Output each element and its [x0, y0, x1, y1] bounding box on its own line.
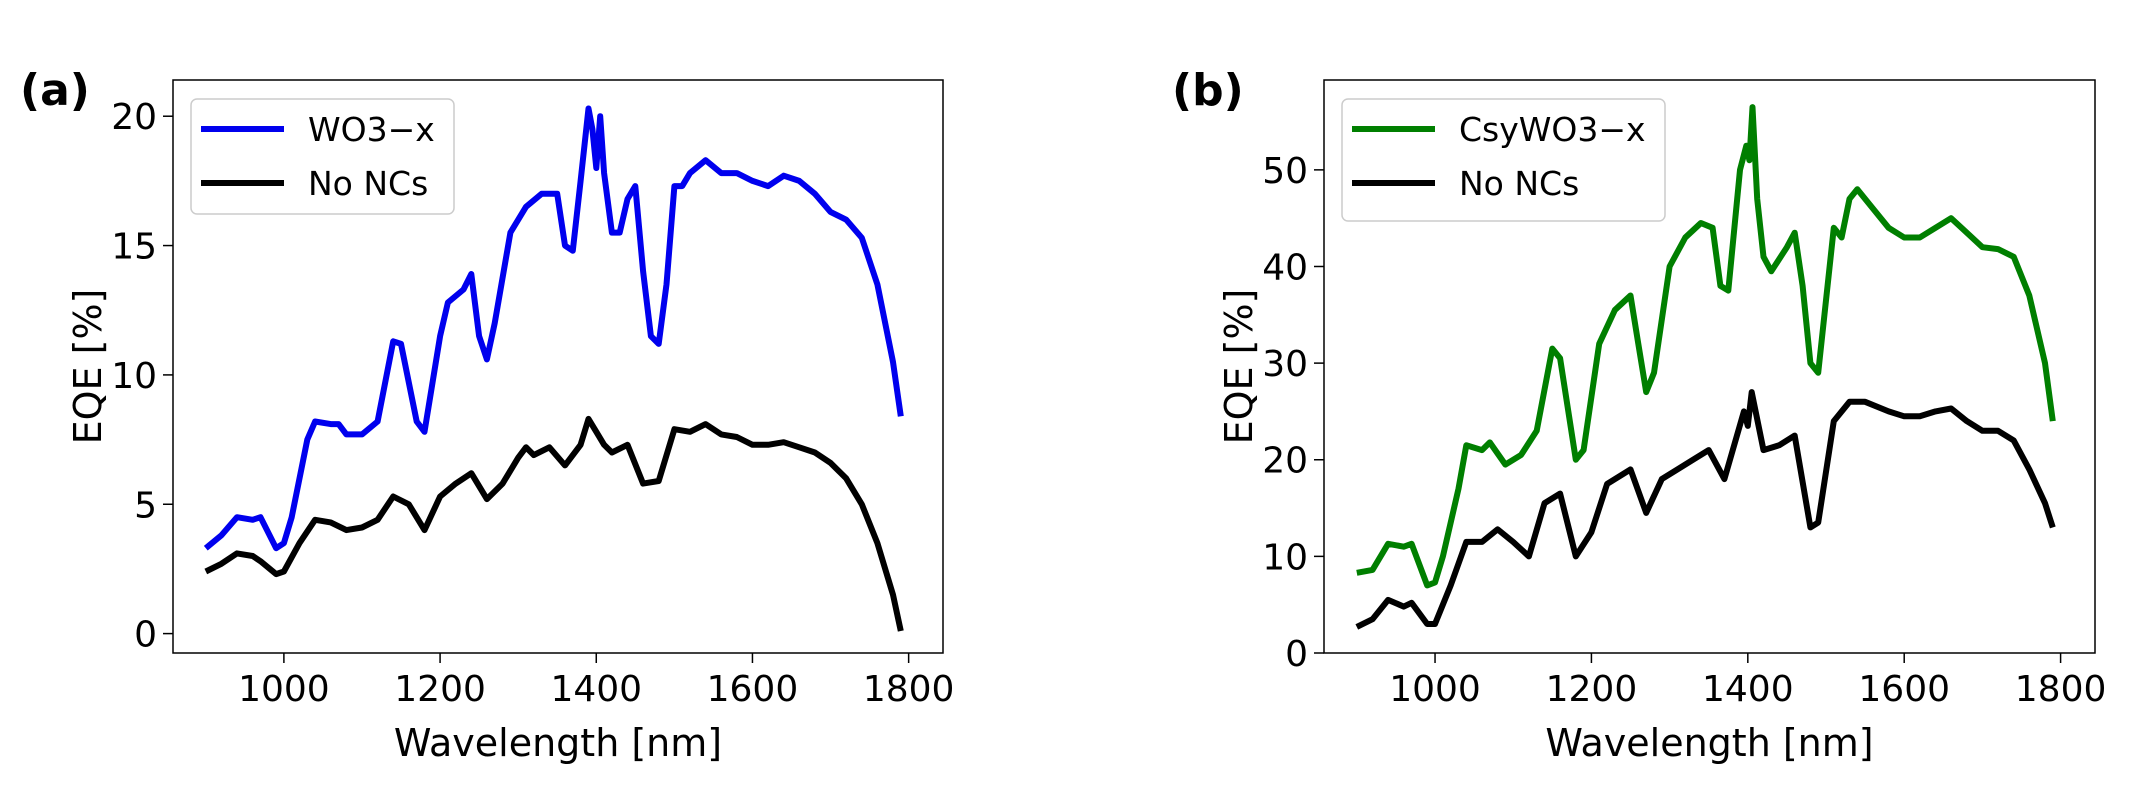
- legend-label: No NCs: [1459, 164, 1579, 203]
- legend-label: WO3−x: [308, 110, 435, 149]
- legend-label: No NCs: [308, 164, 428, 203]
- series-line: [1356, 104, 2056, 589]
- panel-label: (b): [1172, 65, 1244, 116]
- y-tick-label: 10: [1262, 537, 1308, 578]
- series-line: [204, 415, 904, 632]
- y-tick-label: 5: [134, 485, 157, 526]
- plot-frame: [1323, 79, 2096, 654]
- series-line: [1355, 389, 2056, 630]
- x-tick-label: 1800: [863, 669, 955, 710]
- y-tick-label: 30: [1262, 344, 1308, 385]
- y-tick-label: 10: [111, 356, 157, 397]
- y-tick-label: 0: [1285, 634, 1308, 675]
- panel: (a) 1000 1200 1400 1600 1800 0 5 10 15 20 Wavelengt…: [20, 65, 954, 765]
- x-tick-label: 1600: [1858, 669, 1950, 710]
- x-tick-label: 1200: [394, 669, 486, 710]
- panel-label: (a): [20, 65, 90, 116]
- y-tick-label: 20: [1262, 441, 1308, 482]
- x-tick-label: 1000: [238, 669, 330, 710]
- y-tick-label: 50: [1262, 151, 1308, 192]
- x-tick-label: 1600: [707, 669, 799, 710]
- x-axis-label: Wavelength [nm]: [394, 721, 722, 765]
- y-tick-label: 40: [1262, 247, 1308, 288]
- y-tick-label: 15: [111, 227, 157, 268]
- y-axis-label: EQE [%]: [1217, 289, 1261, 445]
- series-line: [203, 105, 904, 552]
- y-tick-label: 0: [134, 615, 157, 656]
- x-tick-label: 1800: [2015, 669, 2107, 710]
- y-tick-label: 20: [111, 97, 157, 138]
- x-axis-label: Wavelength [nm]: [1545, 721, 1873, 765]
- x-tick-label: 1400: [1702, 669, 1794, 710]
- y-axis-label: EQE [%]: [66, 289, 110, 445]
- x-tick-label: 1400: [550, 669, 642, 710]
- panel: (b) 1000 1200 1400 1600 1800 0 10 20 30 40 50 Wavele…: [1172, 65, 2106, 765]
- x-tick-label: 1000: [1389, 669, 1481, 710]
- x-tick-label: 1200: [1546, 669, 1638, 710]
- legend-label: CsyWO3−x: [1459, 110, 1646, 149]
- plot-frame: [172, 79, 944, 654]
